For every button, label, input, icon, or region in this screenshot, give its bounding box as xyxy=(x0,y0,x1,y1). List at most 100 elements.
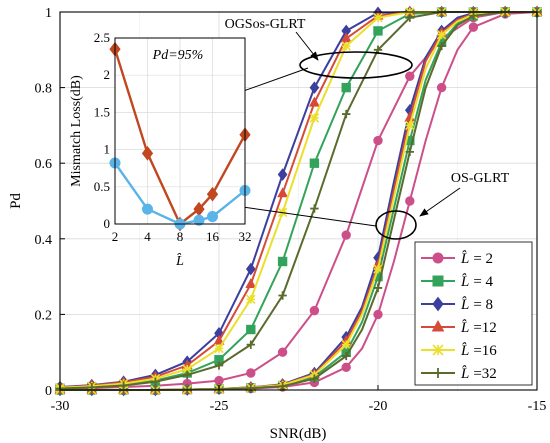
ogs-data-point xyxy=(341,82,351,93)
inset-x-tick-label: 8 xyxy=(177,229,184,244)
os-data-point xyxy=(341,362,351,373)
legend-item: L̂ = 4 xyxy=(421,274,494,290)
ogs-data-point xyxy=(245,278,257,289)
legend-box xyxy=(414,241,533,386)
ogs-data-point xyxy=(277,256,288,267)
inset-x-tick-label: 2 xyxy=(112,229,119,244)
y-axis-label: Pd xyxy=(8,193,24,209)
inset-series-line xyxy=(113,48,247,226)
inset-y-tick-label: 2.5 xyxy=(94,30,110,45)
ogs-data-point xyxy=(341,230,351,240)
inset-data-point xyxy=(207,211,218,223)
x-tick-label: -30 xyxy=(51,399,70,414)
ogs-data-point xyxy=(246,340,255,349)
ogs-arrow-to-curves xyxy=(295,31,319,61)
inset-data-point xyxy=(141,145,154,161)
ogs-data-point xyxy=(309,113,320,123)
y-tick-label: 0.2 xyxy=(35,308,53,323)
os-data-point xyxy=(342,351,351,361)
legend-swatch-marker xyxy=(432,296,444,312)
x-tick-label: -25 xyxy=(210,399,229,414)
ogs-annotation-label: OGSos-GLRT xyxy=(225,17,306,32)
ogs-data-point xyxy=(309,158,320,168)
legend-item: L̂ =12 xyxy=(421,320,497,336)
os-ellipse xyxy=(375,210,417,240)
ogs-data-point xyxy=(309,305,320,316)
ogs-data-point xyxy=(308,96,320,107)
inset-series-line xyxy=(114,162,246,226)
y-tick-label: 0.4 xyxy=(35,233,53,248)
inset-series-2 xyxy=(109,157,251,230)
ogs-data-point xyxy=(278,291,287,300)
ogs-data-point xyxy=(373,12,383,23)
legend-label: L̂ =32 xyxy=(460,366,497,382)
legend-swatch-marker xyxy=(432,275,444,287)
legend-item: L̂ =32 xyxy=(421,366,497,382)
inset-data-point xyxy=(206,186,219,202)
ogs-data-point xyxy=(373,135,383,146)
legend-label: L̂ = 8 xyxy=(460,297,493,313)
os-data-point xyxy=(469,11,478,20)
os-data-point xyxy=(373,309,383,320)
legend-item: L̂ = 2 xyxy=(421,251,493,267)
y-tick-label: 0 xyxy=(45,384,52,399)
ogs-ellipse xyxy=(299,51,413,79)
ogs-data-point xyxy=(405,71,415,81)
os-data-point xyxy=(437,41,446,51)
os-data-point xyxy=(373,264,383,274)
legend-item: L̂ =16 xyxy=(421,343,497,359)
os-data-point xyxy=(405,120,415,131)
legend-label: L̂ =12 xyxy=(460,320,497,336)
inset-series-1 xyxy=(109,41,251,232)
inset-data-point xyxy=(142,203,153,215)
inset-chart: 2 4 8 16 32 0 0.5 1 1.5 2 2.5 Pd=95% Mismatch Loss… xyxy=(69,30,252,269)
inset-y-tick-label: 0.5 xyxy=(94,179,110,194)
ogs-data-point xyxy=(182,364,192,374)
os-annotation-label: OS-GLRT xyxy=(451,171,510,186)
inset-series-layer xyxy=(109,41,251,232)
main-ticks: -30 -25 -20 -15 0 0.2 0.4 0.6 0.8 1 xyxy=(35,6,547,414)
inset-x-axis-label: L̂ xyxy=(175,253,184,269)
ogs-data-point xyxy=(214,361,224,370)
os-data-point xyxy=(436,82,447,93)
y-tick-label: 1 xyxy=(45,6,52,21)
legend: L̂ = 2 L̂ = 4 L̂ = 8 L̂ =12 L̂ =16 L̂ =32 xyxy=(414,241,533,386)
os-data-point xyxy=(468,22,479,32)
os-data-point xyxy=(278,382,287,391)
plot-frame xyxy=(59,11,538,391)
ogs-data-point xyxy=(214,343,224,354)
y-tick-label: 0.6 xyxy=(35,157,53,172)
x-tick-label: -15 xyxy=(528,399,547,414)
inset-y-tick-label: 2 xyxy=(104,67,111,82)
ogs-data-point xyxy=(405,13,414,22)
x-axis-label: SNR(dB) xyxy=(270,426,327,442)
os-annotation: OS-GLRT xyxy=(235,171,510,240)
ogs-data-point xyxy=(342,109,351,119)
legend-swatch-marker xyxy=(433,368,443,378)
ogs-series-line xyxy=(59,11,537,390)
os-arrow-to-inset xyxy=(235,203,377,227)
ogs-data-point xyxy=(277,347,288,357)
os-data-point xyxy=(310,374,319,383)
inset-ticks: 2 4 8 16 32 0 0.5 1 1.5 2 2.5 xyxy=(94,30,252,244)
os-data-point xyxy=(341,339,351,350)
os-data-point xyxy=(436,29,447,40)
legend-swatch-marker xyxy=(432,344,444,356)
ogs-data-point xyxy=(373,26,383,36)
inset-frame xyxy=(114,37,246,225)
ogs-data-point xyxy=(151,377,160,386)
y-tick-label: 0.8 xyxy=(35,82,53,97)
x-tick-label: -20 xyxy=(369,399,388,414)
ogs-data-point xyxy=(309,81,320,94)
legend-swatch-marker xyxy=(431,319,445,332)
legend-item: L̂ = 8 xyxy=(421,297,493,313)
legend-swatch-marker xyxy=(432,252,444,264)
ogs-data-point xyxy=(183,370,192,380)
ogs-data-point xyxy=(277,187,289,198)
inset-x-tick-label: 4 xyxy=(144,229,151,244)
ogs-data-point xyxy=(341,41,351,51)
os-data-point xyxy=(405,196,415,206)
os-data-point xyxy=(405,147,414,157)
ogs-data-point xyxy=(246,294,256,305)
